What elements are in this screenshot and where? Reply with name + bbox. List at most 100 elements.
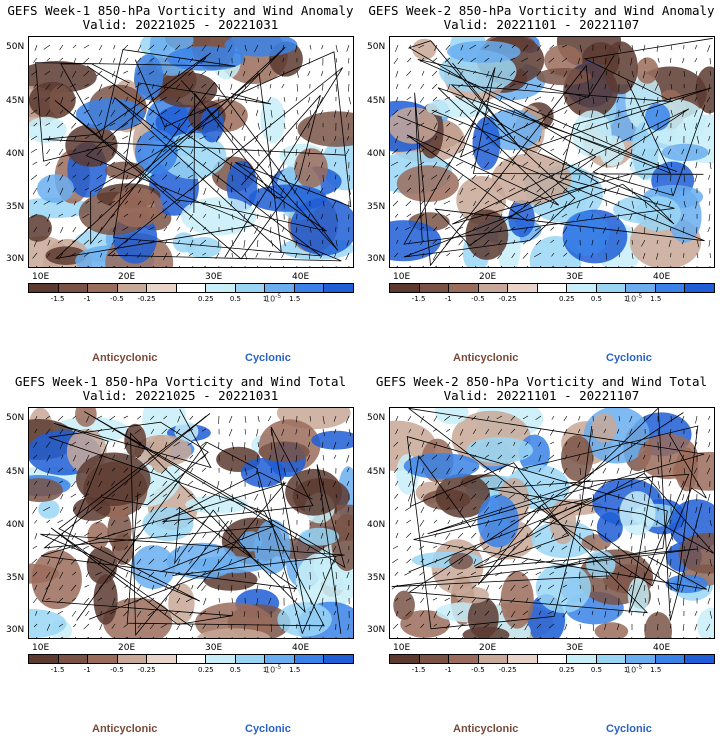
- wind-arrow: [642, 252, 646, 259]
- wind-arrow: [564, 480, 568, 487]
- wind-arrow: [34, 44, 38, 51]
- wind-arrow: [707, 44, 711, 53]
- wind-arrow: [46, 597, 51, 601]
- wind-arrow: [577, 428, 581, 434]
- wind-arrow: [562, 161, 568, 166]
- vorticity-area: [285, 468, 342, 516]
- wind-arrow: [71, 480, 77, 488]
- wind-arrow: [218, 532, 221, 539]
- wind-arrow: [83, 623, 90, 630]
- wind-arrow: [444, 415, 451, 421]
- wind-arrow: [579, 571, 581, 579]
- wind-arrow: [230, 96, 233, 105]
- wind-arrow: [421, 584, 425, 590]
- wind-arrow: [30, 135, 38, 140]
- wind-arrow: [148, 135, 155, 140]
- wind-arrow: [308, 441, 311, 448]
- wind-arrow: [84, 226, 90, 233]
- wind-arrow: [138, 96, 142, 102]
- wind-arrow: [549, 571, 555, 576]
- wind-arrow: [334, 584, 337, 591]
- wind-arrow: [579, 70, 583, 79]
- wind-arrow: [643, 187, 646, 194]
- wind-arrow: [395, 454, 399, 460]
- wind-arrow: [43, 200, 51, 205]
- wind-arrow: [420, 83, 425, 89]
- wind-arrow: [657, 597, 661, 606]
- wind-arrow: [83, 57, 90, 64]
- wind-arrow: [462, 636, 464, 638]
- wind-arrow: [57, 597, 64, 604]
- wind-arrow: [668, 70, 672, 77]
- wind-arrow: [71, 122, 77, 129]
- wind-arrow: [458, 122, 464, 126]
- wind-arrow: [510, 415, 516, 421]
- wind-arrow: [73, 623, 77, 628]
- wind-arrow: [269, 200, 272, 208]
- wind-arrow: [111, 493, 116, 497]
- wind-arrow: [446, 174, 451, 180]
- wind-arrow: [321, 441, 324, 449]
- wind-arrow: [135, 597, 142, 603]
- wind-arrow: [670, 174, 672, 182]
- wind-arrow: [564, 265, 568, 267]
- wind-arrow: [682, 109, 685, 117]
- wind-arrow: [644, 636, 646, 638]
- wind-arrow: [406, 213, 412, 218]
- wind-arrow: [71, 532, 77, 540]
- wind-arrow: [72, 187, 77, 193]
- lon-label: 40E: [653, 643, 671, 653]
- wind-arrow: [59, 480, 64, 484]
- vorticity-area: [294, 148, 328, 188]
- wind-arrow: [562, 584, 568, 588]
- wind-arrow: [320, 252, 324, 259]
- wind-arrow: [535, 532, 542, 538]
- wind-arrow: [188, 428, 194, 432]
- wind-arrow: [256, 597, 259, 606]
- lat-label: 30N: [6, 625, 25, 635]
- colorbar-swatch: [117, 284, 148, 292]
- wind-arrow: [60, 493, 64, 500]
- wind-arrow: [177, 70, 181, 76]
- wind-arrow: [335, 493, 338, 499]
- wind-arrow: [190, 200, 194, 206]
- wind-arrow: [694, 96, 698, 102]
- wind-arrow: [296, 571, 298, 579]
- wind-arrow: [122, 135, 129, 140]
- wind-arrow: [550, 200, 555, 209]
- wind-arrow: [643, 174, 646, 180]
- wind-arrow: [670, 44, 673, 51]
- wind-arrow: [524, 545, 529, 550]
- wind-arrow: [657, 57, 660, 63]
- colorbar-tick-label: 0.25: [198, 295, 214, 303]
- wind-arrow: [256, 213, 259, 219]
- wind-arrow: [444, 558, 451, 564]
- wind-arrow: [96, 506, 103, 512]
- wind-arrow: [707, 493, 711, 502]
- lat-label: 40N: [367, 520, 386, 530]
- wind-arrow: [657, 480, 660, 489]
- wind-arrow: [123, 623, 129, 628]
- wind-arrow: [149, 57, 155, 62]
- wind-arrow: [393, 187, 399, 194]
- wind-arrow: [644, 200, 647, 208]
- wind-arrow: [187, 545, 194, 553]
- wind-arrow: [510, 519, 516, 523]
- colorbar-tick-label: -0.5: [471, 666, 485, 674]
- wind-arrow: [524, 506, 529, 514]
- wind-arrow: [124, 200, 129, 205]
- wind-arrow: [706, 623, 711, 631]
- wind-arrow: [346, 44, 350, 52]
- wind-arrow: [164, 597, 168, 602]
- wind-arrow: [508, 493, 516, 499]
- wind-arrow: [708, 213, 711, 222]
- wind-arrow: [201, 519, 207, 524]
- wind-arrow: [591, 213, 594, 219]
- wind-arrow: [45, 428, 51, 435]
- wind-arrow: [135, 161, 142, 167]
- wind-arrow: [657, 532, 659, 539]
- wind-arrow: [694, 109, 698, 117]
- wind-arrow: [319, 96, 324, 104]
- wind-arrow: [282, 493, 285, 500]
- wind-arrow: [392, 148, 399, 155]
